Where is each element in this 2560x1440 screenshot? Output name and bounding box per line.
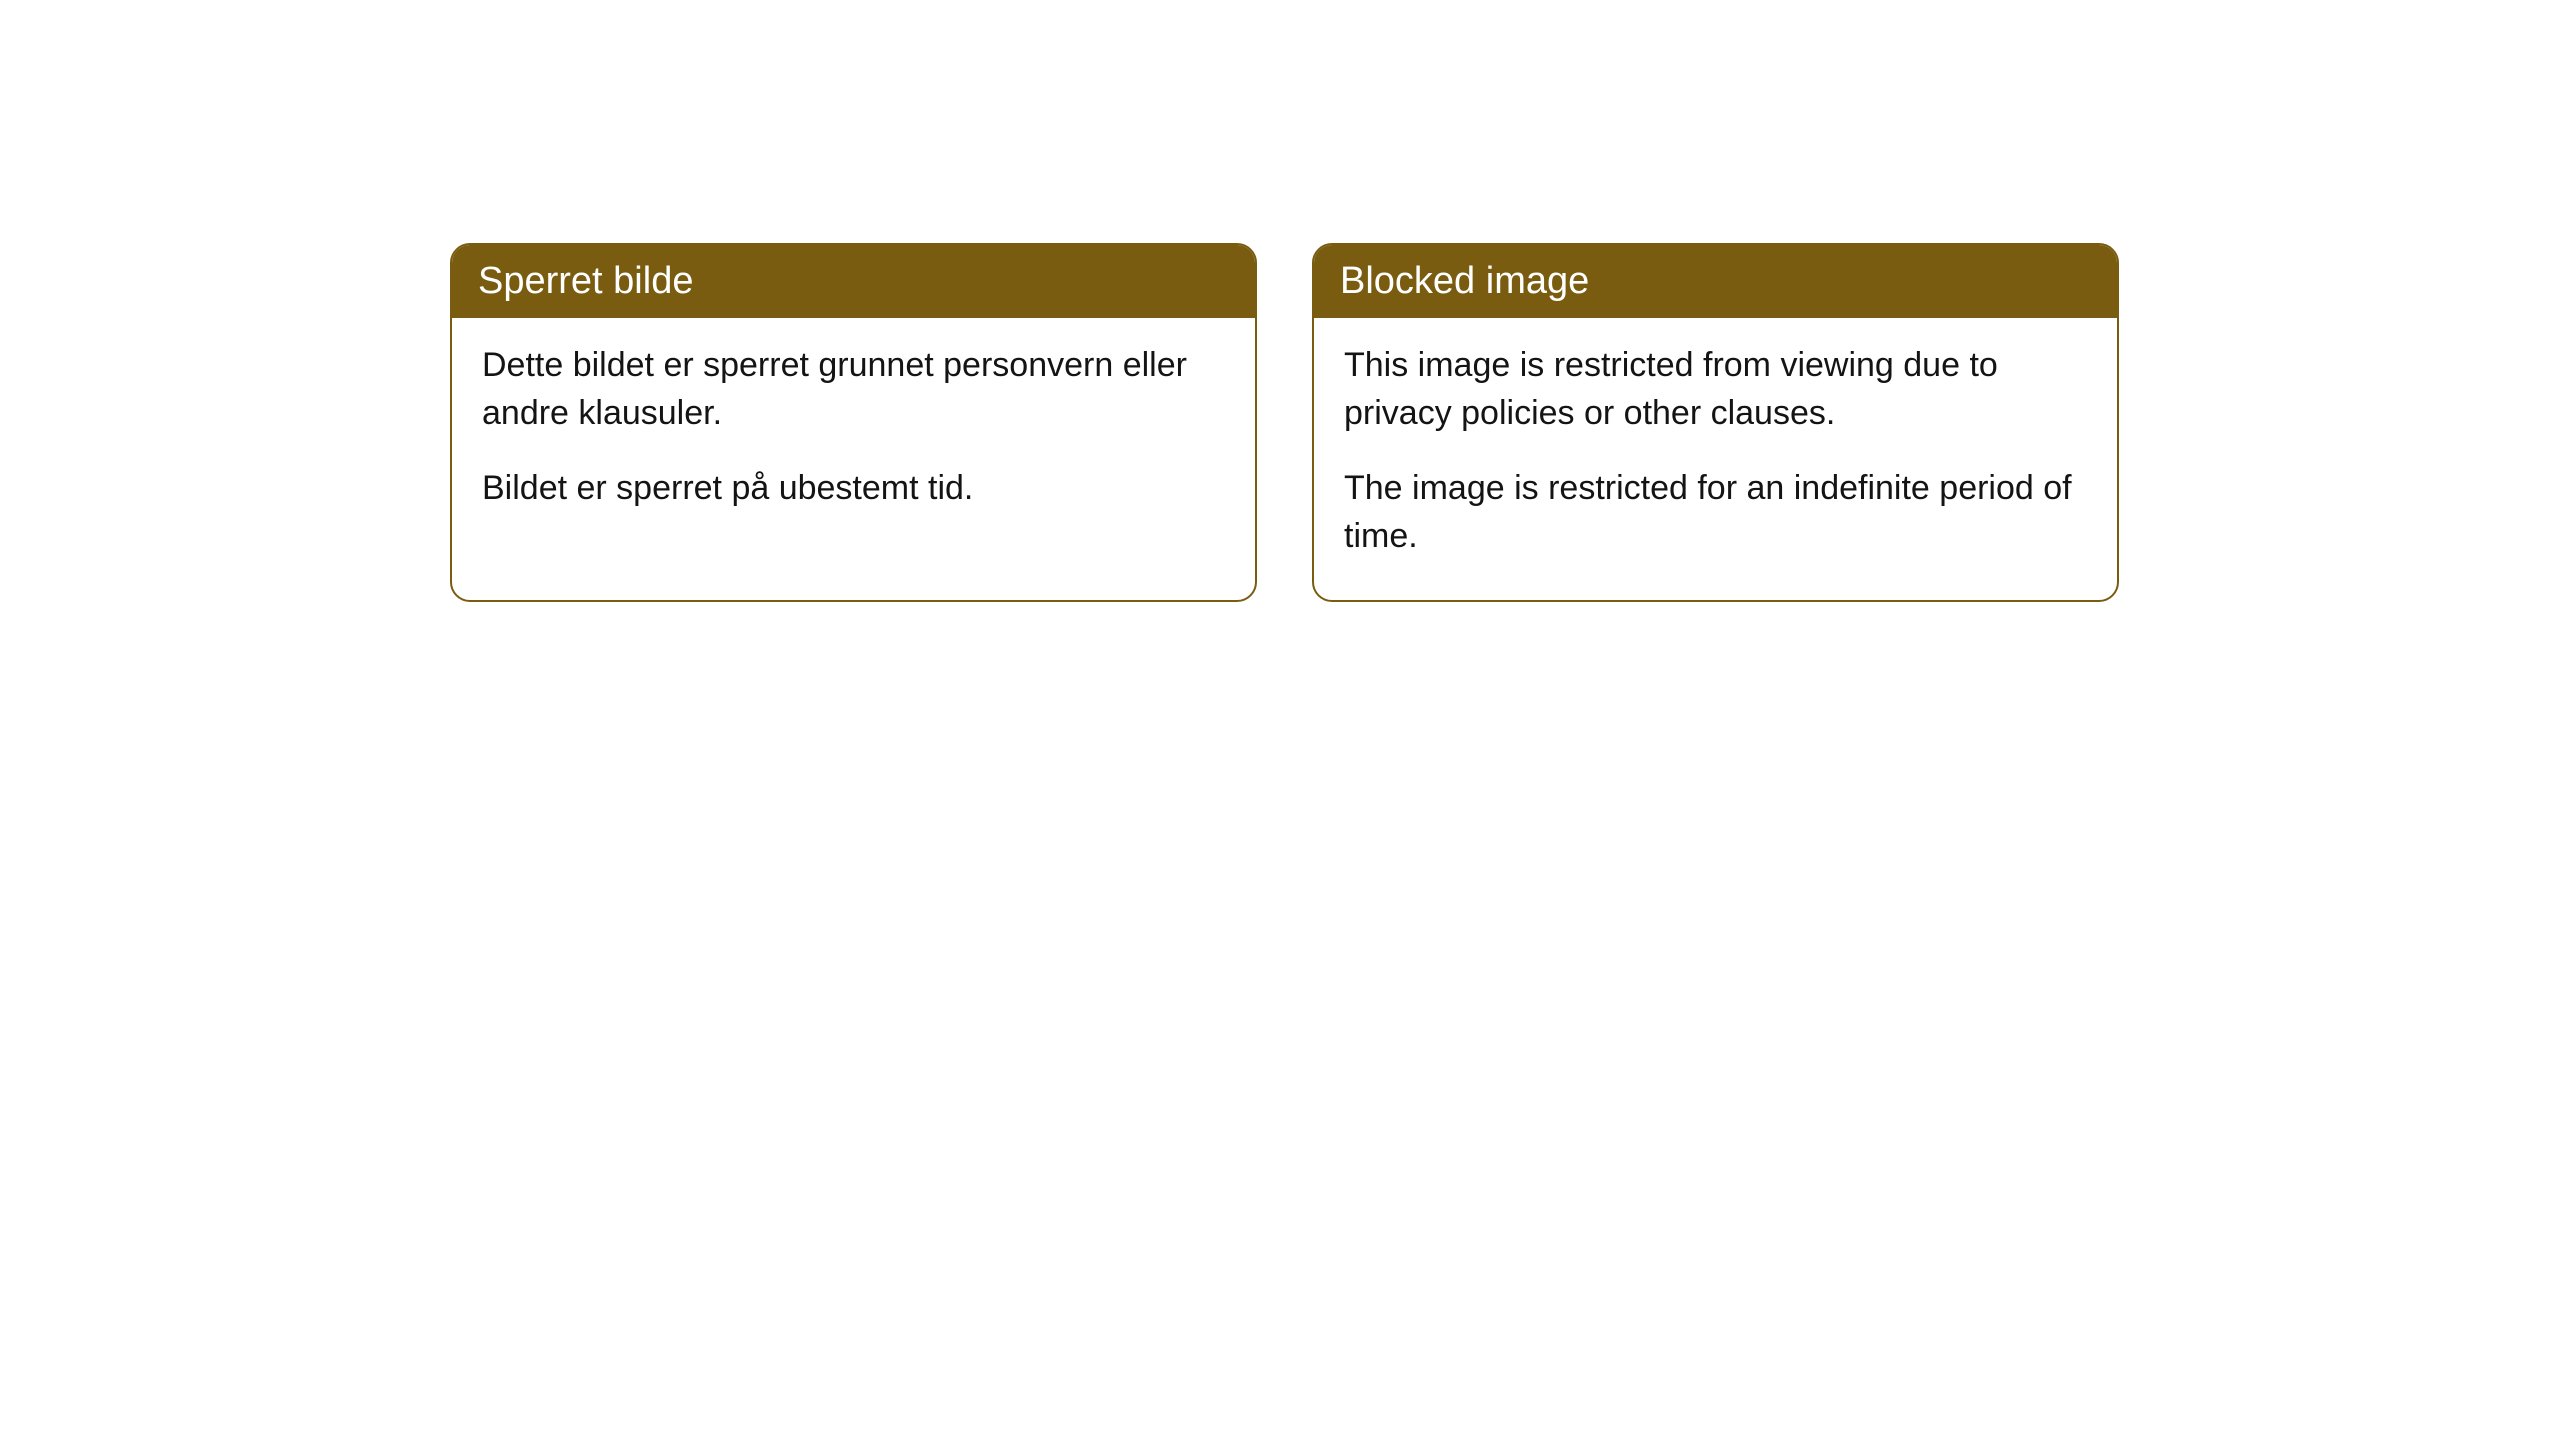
card-body-english: This image is restricted from viewing du… (1314, 318, 2117, 600)
notice-card-english: Blocked image This image is restricted f… (1312, 243, 2119, 602)
card-paragraph: The image is restricted for an indefinit… (1344, 465, 2087, 560)
notice-container: Sperret bilde Dette bildet er sperret gr… (0, 0, 2560, 602)
card-header-norwegian: Sperret bilde (452, 245, 1255, 318)
card-body-norwegian: Dette bildet er sperret grunnet personve… (452, 318, 1255, 553)
card-paragraph: Bildet er sperret på ubestemt tid. (482, 465, 1225, 513)
card-paragraph: This image is restricted from viewing du… (1344, 342, 2087, 437)
card-paragraph: Dette bildet er sperret grunnet personve… (482, 342, 1225, 437)
card-header-english: Blocked image (1314, 245, 2117, 318)
notice-card-norwegian: Sperret bilde Dette bildet er sperret gr… (450, 243, 1257, 602)
